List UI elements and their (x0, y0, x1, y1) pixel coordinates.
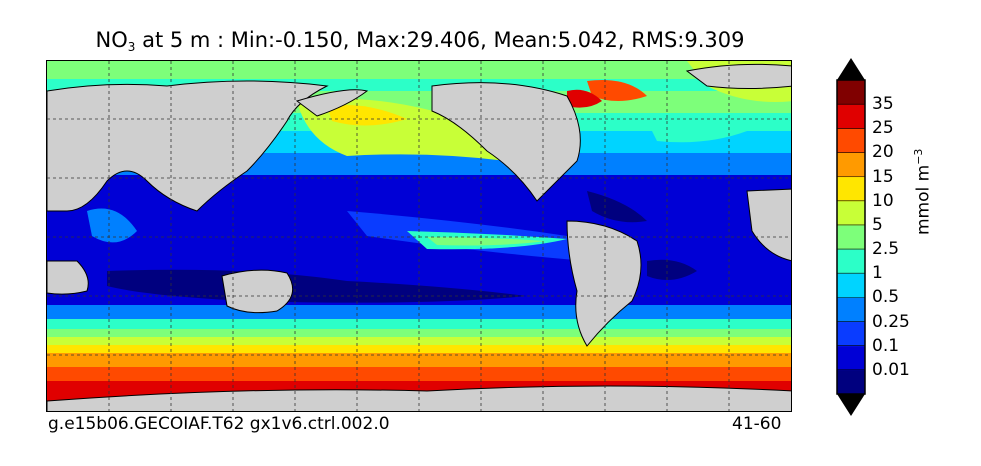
colorbar-tick-label: 5 (872, 214, 883, 235)
ocean-features (87, 61, 791, 303)
colorbar-max-extend (837, 58, 865, 80)
case-name: g.e15b06.GECOIAF.T62 gx1v6.ctrl.002.0 (48, 414, 390, 434)
colorbar-cell (837, 200, 865, 226)
map-title: NO3 at 5 m : Min:-0.150, Max:29.406, Mea… (95, 28, 745, 54)
colorbar-cell (837, 321, 865, 347)
colorbar (836, 58, 866, 416)
colorbar-cell (837, 80, 865, 105)
colorbar-min-extend (837, 394, 865, 416)
year-range: 41-60 (732, 414, 782, 434)
colorbar-tick-label: 35 (872, 94, 894, 115)
colorbar-cell (837, 249, 865, 274)
colorbar-cell (837, 345, 865, 371)
colorbar-cell (837, 297, 865, 323)
colorbar-tick-label: 15 (872, 166, 894, 187)
colorbar-cell (837, 224, 865, 250)
colorbar-unit-label: mmol m−3 (912, 148, 934, 235)
colorbar-tick-label: 20 (872, 142, 894, 163)
graticule (47, 61, 791, 411)
colorbar-cell (837, 152, 865, 178)
map-panel (46, 60, 792, 412)
colorbar-cell (837, 273, 865, 298)
colorbar-tick-label: 0.5 (872, 287, 900, 308)
colorbar-tick-label: 0.01 (872, 359, 910, 380)
colorbar-cell (837, 369, 865, 395)
colorbar-tick-label: 0.25 (872, 311, 910, 332)
colorbar-tick-label: 1 (872, 263, 883, 284)
colorbar-tick-label: 25 (872, 118, 894, 139)
colorbar-cell (837, 104, 865, 129)
colorbar-cell (837, 128, 865, 153)
colorbar-tick-label: 2.5 (872, 239, 900, 260)
colorbar-tick-label: 10 (872, 190, 894, 211)
colorbar-cell (837, 176, 865, 202)
colorbar-tick-label: 0.1 (872, 335, 900, 356)
